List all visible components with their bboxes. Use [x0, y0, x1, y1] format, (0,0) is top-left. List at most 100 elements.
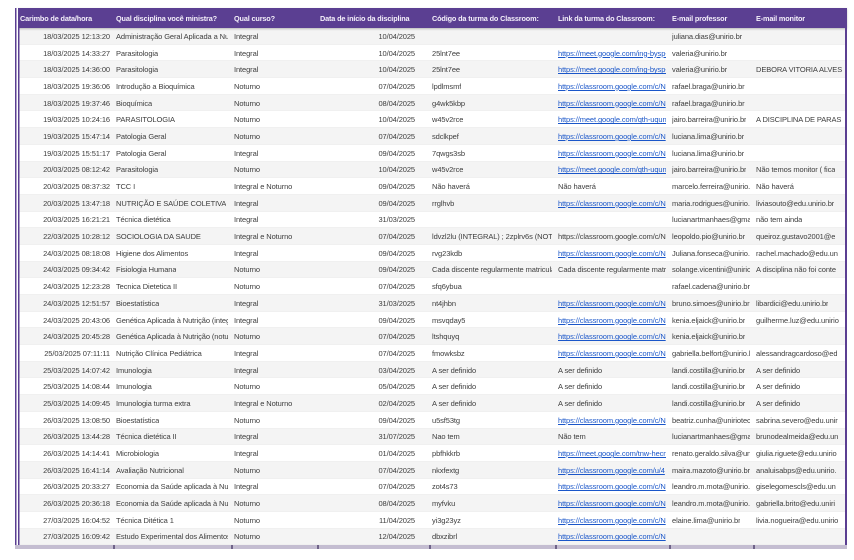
cell-monitor — [753, 78, 847, 95]
cell-timestamp: 19/03/2025 15:51:17 — [17, 145, 113, 162]
cell-text: elaine.lima@unirio.br — [672, 515, 741, 525]
cell-monitor: guilherme.luz@edu.unirio — [753, 312, 847, 329]
cell-link[interactable]: https://classroom.google.com/c/N — [555, 512, 669, 529]
cell-text: giselegomescls@edu.un — [756, 482, 836, 492]
classroom-link[interactable]: https://meet.google.com/qth-uqun — [558, 165, 666, 175]
cell-link[interactable]: https://classroom.google.com/c/N — [555, 479, 669, 496]
classroom-link[interactable]: https://classroom.google.com/u/4 — [558, 465, 665, 475]
table-row: 25/03/2025 14:09:45 Imunologia turma extr… — [17, 395, 847, 412]
cell-monitor: analuisabps@edu.unirio. — [753, 462, 847, 479]
cell-link: https://classroom.google.com/c/N — [555, 228, 669, 245]
cell-text: luciana.lima@unirio.br — [672, 148, 745, 158]
cell-professor: marcelo.ferreira@unirio.b — [669, 178, 753, 195]
cell-link[interactable]: https://classroom.google.com/c/N — [555, 295, 669, 312]
cell-link[interactable]: https://classroom.google.com/c/N — [555, 328, 669, 345]
cell-text: Noturno — [234, 332, 260, 342]
cell-text: A DISCIPLINA DE PARAS — [756, 115, 842, 125]
classroom-link[interactable]: https://meet.google.com/ing-bysp- — [558, 65, 666, 75]
cell-link[interactable]: https://classroom.google.com/c/N — [555, 95, 669, 112]
cell-link[interactable]: https://meet.google.com/tnw-hecn — [555, 445, 669, 462]
cell-curso: Integral — [231, 195, 317, 212]
cell-codigo: zot4s73 — [429, 479, 555, 496]
cell-codigo: sfq6ybua — [429, 278, 555, 295]
classroom-link[interactable]: https://classroom.google.com/c/N — [558, 415, 666, 425]
cell-text: Integral — [234, 482, 259, 492]
classroom-link[interactable]: https://meet.google.com/tnw-hecn — [558, 449, 666, 459]
cell-text: fmowksbz — [432, 348, 465, 358]
cell-professor: gabriella.belfort@unirio.b — [669, 345, 753, 362]
classroom-link[interactable]: https://classroom.google.com/c/N — [558, 515, 666, 525]
cell-text: Cada discente regularmente matric — [558, 265, 666, 275]
classroom-link[interactable]: https://classroom.google.com/c/N — [558, 348, 666, 358]
cell-disciplina: Imunologia — [113, 378, 231, 395]
cell-text: 09/04/2025 — [378, 415, 415, 425]
table-row: 24/03/2025 20:45:28 Genética Aplicada à N… — [17, 328, 847, 346]
cell-text: Genética Aplicada à Nutrição (notur — [116, 332, 228, 342]
classroom-link[interactable]: https://classroom.google.com/c/N — [558, 532, 666, 542]
classroom-link[interactable]: https://meet.google.com/qth-uqun — [558, 115, 666, 125]
cell-inicio: 10/04/2025 — [317, 162, 429, 179]
cell-curso: Integral — [231, 445, 317, 462]
table-row: 26/03/2025 14:14:41 Microbiologia Integral… — [17, 445, 847, 462]
classroom-link[interactable]: https://classroom.google.com/c/N — [558, 148, 666, 158]
table-header-row: Carimbo de data/hora Qual disciplina você… — [17, 8, 847, 28]
table-row: 20/03/2025 08:37:32 TCC I Integral e Notur… — [17, 178, 847, 195]
cell-link[interactable]: https://classroom.google.com/c/N — [555, 128, 669, 145]
cell-link[interactable]: https://classroom.google.com/c/N — [555, 495, 669, 512]
cell-monitor: rachel.machado@edu.un — [753, 245, 847, 262]
table-row: 24/03/2025 12:23:28 Tecnica Dietetica II N… — [17, 278, 847, 295]
column-boundary-tick — [113, 545, 115, 549]
cell-codigo: nkxfextg — [429, 462, 555, 479]
cell-link[interactable]: https://classroom.google.com/c/N — [555, 529, 669, 546]
classroom-link[interactable]: https://classroom.google.com/c/N — [558, 482, 666, 492]
cell-inicio: 09/04/2025 — [317, 312, 429, 329]
classroom-link[interactable]: https://classroom.google.com/c/N — [558, 332, 666, 342]
table-row: 24/03/2025 08:18:08 Higiene dos Alimentos… — [17, 244, 847, 262]
cell-disciplina: Avaliação Nutricional — [113, 462, 231, 479]
cell-text: Microbiologia — [116, 449, 159, 459]
cell-link[interactable]: https://classroom.google.com/c/N — [555, 345, 669, 362]
cell-link[interactable]: https://classroom.google.com/c/N — [555, 195, 669, 212]
classroom-link[interactable]: https://classroom.google.com/c/N — [558, 248, 666, 258]
classroom-link[interactable]: https://classroom.google.com/c/N — [558, 131, 666, 141]
classroom-link[interactable]: https://classroom.google.com/c/N — [558, 499, 666, 509]
cell-text: Técnica Ditética 1 — [116, 515, 174, 525]
cell-link[interactable]: https://classroom.google.com/c/N — [555, 412, 669, 429]
classroom-link[interactable]: https://classroom.google.com/c/N — [558, 98, 666, 108]
cell-text: 24/03/2025 20:43:06 — [43, 315, 110, 325]
cell-text: Patologia Geral — [116, 148, 167, 158]
cell-text: 07/04/2025 — [378, 232, 415, 242]
cell-monitor: A ser definido — [753, 362, 847, 379]
cell-link[interactable]: https://classroom.google.com/u/4 — [555, 462, 669, 479]
cell-link[interactable]: https://classroom.google.com/c/N — [555, 145, 669, 162]
cell-text: Avaliação Nutricional — [116, 465, 184, 475]
table-row: 26/03/2025 20:33:27 Economia da Saúde apl… — [17, 478, 847, 496]
classroom-link[interactable]: https://classroom.google.com/c/N — [558, 198, 666, 208]
cell-text: zot4s73 — [432, 482, 458, 492]
cell-link[interactable]: https://classroom.google.com/c/N — [555, 245, 669, 262]
cell-link[interactable]: https://classroom.google.com/c/N — [555, 78, 669, 95]
column-boundary-tick — [429, 545, 431, 549]
cell-timestamp: 18/03/2025 19:36:06 — [17, 78, 113, 95]
cell-link[interactable]: https://meet.google.com/ing-bysp- — [555, 61, 669, 78]
cell-link[interactable]: https://classroom.google.com/c/N — [555, 312, 669, 329]
table-row: 26/03/2025 20:36:18 Economia da Saúde apl… — [17, 495, 847, 512]
cell-link[interactable]: https://meet.google.com/qth-uqun — [555, 162, 669, 179]
cell-text: 10/04/2025 — [378, 115, 415, 125]
cell-curso: Integral — [231, 362, 317, 379]
cell-curso: Noturno — [231, 162, 317, 179]
cell-monitor — [753, 128, 847, 145]
classroom-link[interactable]: https://classroom.google.com/c/N — [558, 298, 666, 308]
cell-link[interactable]: https://meet.google.com/ing-bysp- — [555, 45, 669, 62]
cell-curso: Integral — [231, 429, 317, 446]
classroom-link[interactable]: https://meet.google.com/ing-bysp- — [558, 48, 666, 58]
classroom-link[interactable]: https://classroom.google.com/c/N — [558, 81, 666, 91]
cell-text: 09/04/2025 — [378, 198, 415, 208]
cell-timestamp: 25/03/2025 14:08:44 — [17, 378, 113, 395]
cell-monitor — [753, 278, 847, 295]
cell-link[interactable]: https://meet.google.com/qth-uqun — [555, 111, 669, 128]
cell-text: analuisabps@edu.unirio. — [756, 465, 837, 475]
classroom-link[interactable]: https://classroom.google.com/c/N — [558, 315, 666, 325]
cell-text: guilherme.luz@edu.unirio — [756, 315, 839, 325]
cell-inicio: 03/04/2025 — [317, 362, 429, 379]
